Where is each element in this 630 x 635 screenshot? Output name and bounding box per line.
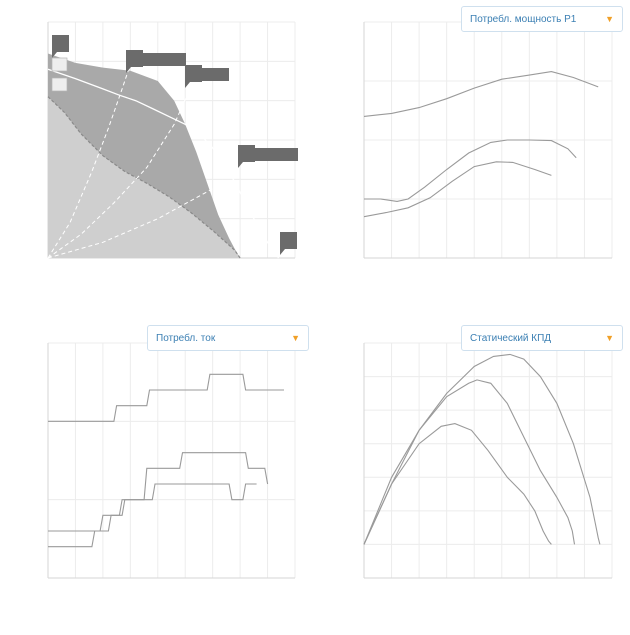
curve-label-bg-2 (51, 77, 68, 92)
power-dropdown-label: Потребл. мощность P1 (470, 13, 577, 25)
chevron-down-icon: ▼ (605, 333, 614, 343)
curve-label-bg-1 (51, 57, 68, 72)
chevron-down-icon: ▼ (605, 14, 614, 24)
marker-4 (238, 145, 255, 168)
efficiency-series-dropdown[interactable]: Статический КПД ▼ (461, 325, 623, 351)
marker-badge-2 (126, 50, 143, 73)
marker-3 (185, 65, 202, 88)
series-line-middle (364, 139, 577, 202)
current-dropdown-label: Потребл. ток (156, 332, 216, 344)
series-line-upper (48, 373, 284, 422)
series-area-inner-region (48, 96, 241, 258)
marker-badge-5 (280, 232, 297, 255)
chevron-down-icon: ▼ (291, 333, 300, 343)
power-axes (363, 21, 613, 259)
series-line-mid (363, 379, 576, 545)
series-line-upper (363, 71, 599, 117)
power-plot (363, 71, 599, 218)
pressure-plot (47, 35, 298, 259)
marker-badge-3 (185, 65, 202, 88)
efficiency-dropdown-label: Статический КПД (470, 332, 552, 344)
efficiency-axes (363, 342, 613, 579)
series-line-curve-2 (47, 68, 280, 259)
marker-badge-4 (238, 145, 255, 168)
efficiency-plot (363, 353, 601, 545)
power-series-dropdown[interactable]: Потребл. мощность P1 ▼ (461, 6, 623, 32)
series-line-high (363, 353, 601, 545)
series-line-curve-1 (47, 96, 241, 259)
series-line-lower (48, 452, 269, 548)
annotation-bg-3 (254, 148, 298, 161)
current-series-dropdown[interactable]: Потребл. ток ▼ (147, 325, 309, 351)
marker-1 (52, 35, 69, 58)
current-axes (47, 342, 296, 579)
annotation-bg-1 (142, 53, 186, 66)
marker-2 (126, 50, 143, 73)
marker-badge-1 (52, 35, 69, 58)
series-line-efficiency-ray-3 (47, 159, 249, 259)
marker-5 (280, 232, 297, 255)
current-plot (48, 373, 284, 548)
series-line-low (363, 423, 552, 545)
annotation-bg-2 (201, 68, 229, 81)
series-line-middle (48, 483, 257, 532)
series-line-lower (363, 161, 552, 218)
series-line-efficiency-ray-1 (47, 61, 132, 259)
